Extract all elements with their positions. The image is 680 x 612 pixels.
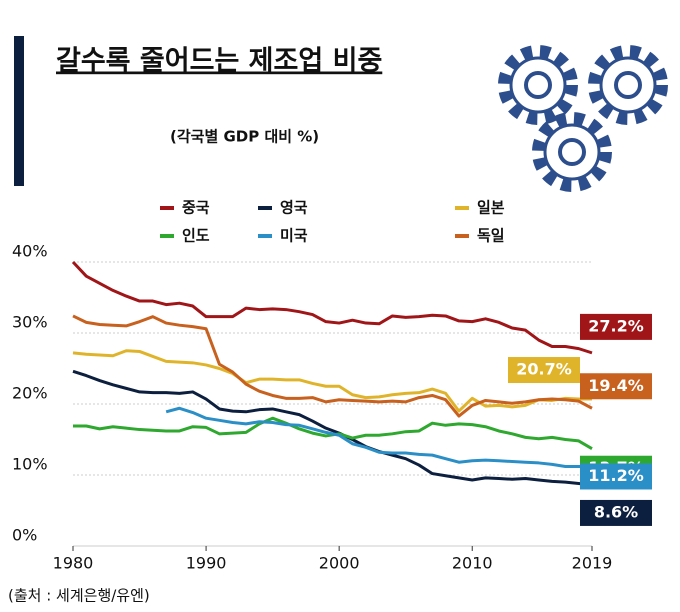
value-label: 27.2%: [588, 316, 644, 335]
x-tick-label: 1990: [186, 554, 227, 573]
x-tick-label: 2000: [319, 554, 360, 573]
value-label-box: [580, 499, 652, 526]
gear: [614, 71, 642, 99]
legend-label: 독일: [477, 227, 505, 245]
line: [71, 260, 593, 355]
x-tick-label: 1980: [53, 554, 94, 573]
y-tick-label: 40%: [12, 242, 48, 261]
gears: [498, 45, 668, 192]
value-label: 8.6%: [594, 502, 638, 521]
line: [72, 314, 593, 418]
x-tick-label: 2019: [572, 554, 613, 573]
value-label-box: [508, 357, 580, 384]
line: [72, 349, 592, 413]
value-label-box: [580, 373, 652, 400]
y-tick-label: 0%: [12, 526, 37, 545]
legend-label: 일본: [477, 199, 505, 217]
y-tick-label: 20%: [12, 384, 48, 403]
legend-label: 중국: [182, 199, 210, 217]
legend-label: 영국: [280, 199, 308, 217]
legend-label: 미국: [280, 227, 308, 245]
gear: [558, 138, 586, 166]
value-label: 19.4%: [588, 376, 644, 395]
value-label-box: [580, 463, 652, 490]
y-tick-label: 30%: [12, 313, 48, 332]
y-tick-label: 10%: [12, 455, 48, 474]
value-label: 20.7%: [516, 360, 572, 379]
value-label: 11.2%: [588, 466, 644, 485]
source-note: (출처 : 세계은행/유엔): [8, 587, 150, 605]
line: [72, 369, 593, 487]
accent-bar: [14, 36, 24, 186]
legend-label: 인도: [182, 227, 210, 245]
value-label-box: [580, 313, 652, 340]
chart-title: 갈수록 줄어드는 제조업 비중: [56, 46, 382, 77]
x-tick-label: 2010: [452, 554, 493, 573]
gear: [524, 71, 552, 99]
line: [165, 406, 592, 468]
chart-subtitle: (각국별 GDP 대비 %): [170, 128, 319, 146]
